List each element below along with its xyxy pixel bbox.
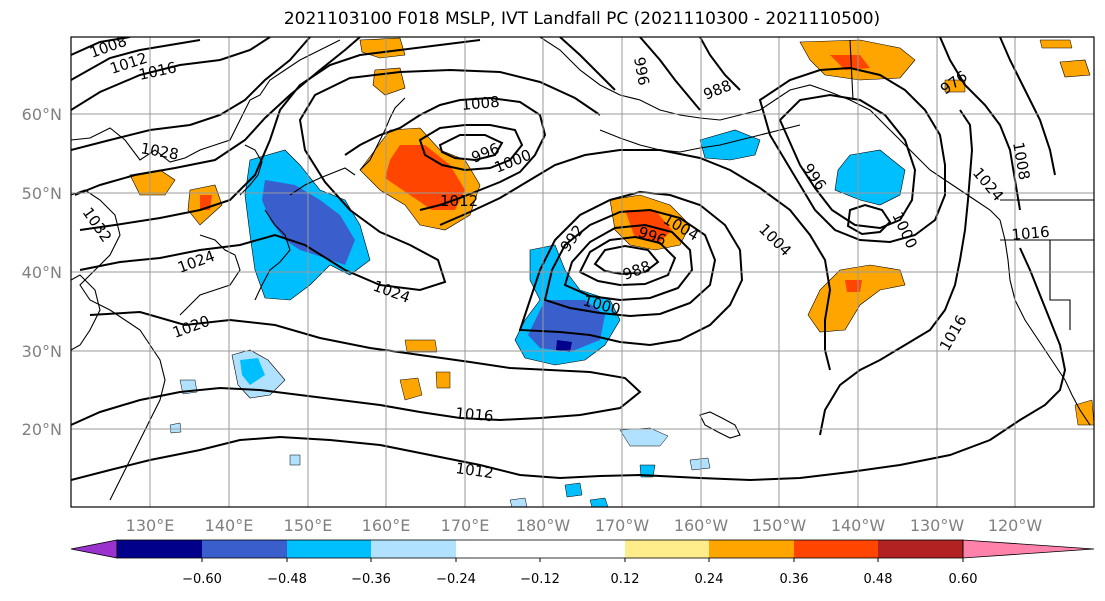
lat-label: 60°N — [22, 105, 62, 124]
colorbar-tick-label: 0.36 — [780, 572, 809, 587]
isobar-label: 1016 — [455, 404, 495, 425]
lon-label: 180°W — [516, 516, 571, 535]
map-title: 2021103100 F018 MSLP, IVT Landfall PC (2… — [283, 9, 881, 29]
colorbar-segment — [878, 540, 963, 558]
graticule — [71, 37, 1094, 507]
colorbar-segment — [371, 540, 456, 558]
colorbar-segment — [794, 540, 878, 558]
isobar-label: 1012 — [454, 459, 494, 482]
colorbar-extend-low — [70, 539, 118, 559]
colorbar-segment — [625, 540, 709, 558]
lat-label: 30°N — [22, 342, 62, 361]
map-frame — [70, 36, 1095, 508]
ivt-negative-shading — [169, 129, 906, 507]
isobar-label: 1008 — [461, 93, 501, 114]
colorbar-segment — [202, 540, 287, 558]
lon-label: 120°W — [988, 516, 1043, 535]
colorbar-segment — [540, 540, 625, 558]
longitude-labels: 130°E 140°E 150°E 160°E 170°E 180°W 170°… — [126, 516, 1043, 535]
colorbar-segment — [709, 540, 794, 558]
colorbar-tick-label: 0.24 — [695, 572, 724, 587]
lon-label: 130°E — [126, 516, 175, 535]
lon-label: 160°W — [674, 516, 729, 535]
colorbar-tick-label: −0.36 — [351, 572, 391, 587]
colorbar-tick-label: −0.12 — [520, 572, 560, 587]
lon-label: 170°E — [441, 516, 490, 535]
latitude-labels: 60°N 50°N 40°N 30°N 20°N — [22, 105, 62, 439]
colorbar-tick-label: 0.48 — [864, 572, 893, 587]
lat-label: 20°N — [22, 420, 62, 439]
colorbar-segment — [456, 540, 540, 558]
lon-label: 170°W — [595, 516, 650, 535]
lon-label: 160°E — [362, 516, 411, 535]
colorbar: −0.60 −0.48 −0.36 −0.24 −0.12 0.12 0.24 … — [70, 539, 1095, 587]
lon-label: 140°W — [831, 516, 886, 535]
isobar-label: 1016 — [1011, 223, 1051, 244]
isobar-label: 996 — [630, 56, 653, 87]
colorbar-segment — [117, 540, 202, 558]
colorbar-tick-label: −0.60 — [182, 572, 222, 587]
lon-label: 150°E — [284, 516, 333, 535]
colorbar-segment — [287, 540, 371, 558]
lon-label: 150°W — [752, 516, 807, 535]
colorbar-tick-label: −0.24 — [436, 572, 476, 587]
isobar-label: 1012 — [440, 192, 478, 210]
colorbar-tick-label: 0.12 — [611, 572, 640, 587]
colorbar-tick-label: 0.60 — [949, 572, 978, 587]
coastlines — [71, 37, 1094, 501]
lat-label: 40°N — [22, 263, 62, 282]
colorbar-extend-high — [962, 539, 1095, 559]
lon-label: 130°W — [910, 516, 965, 535]
lon-label: 140°E — [205, 516, 254, 535]
lat-label: 50°N — [22, 184, 62, 203]
colorbar-tick-label: −0.48 — [267, 572, 307, 587]
isobars — [71, 37, 1067, 482]
